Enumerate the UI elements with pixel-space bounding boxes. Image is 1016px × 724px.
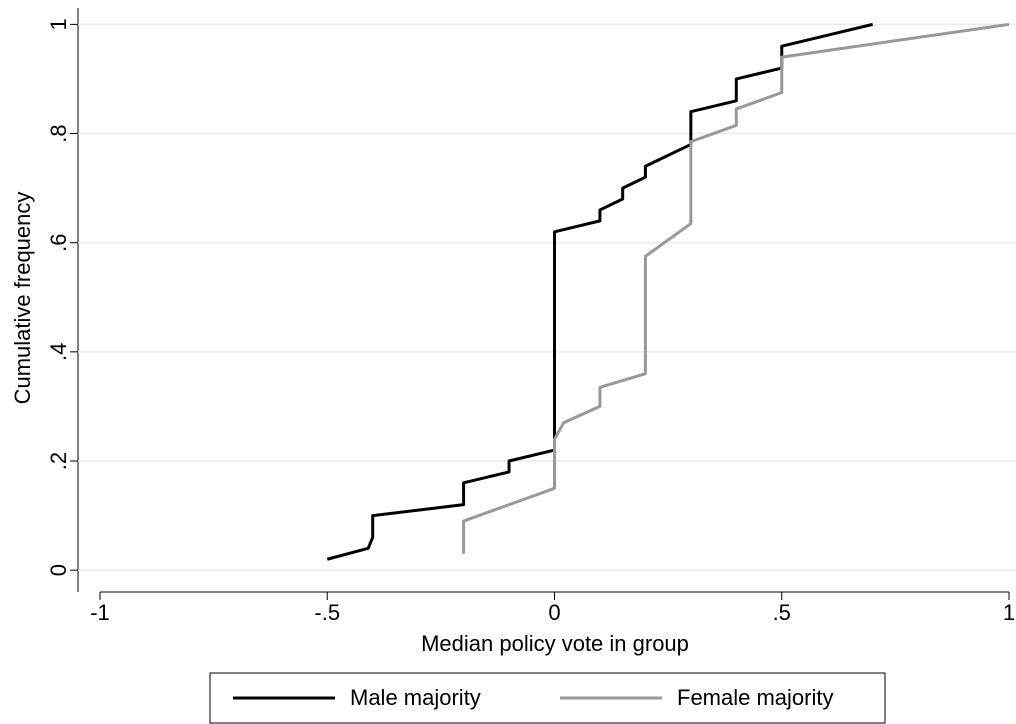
y-tick-label: 0 [46,564,71,576]
legend-label: Male majority [350,685,481,710]
y-tick-label: .6 [46,234,71,252]
x-axis-label: Median policy vote in group [421,631,689,656]
y-tick-label: 1 [46,18,71,30]
x-tick-label: 1 [1003,600,1015,625]
x-tick-label: -1 [90,600,110,625]
y-axis-label: Cumulative frequency [10,192,35,405]
x-tick-label: 0 [548,600,560,625]
legend-label: Female majority [677,685,833,710]
series-line [326,22,874,561]
y-tick-label: .2 [46,452,71,470]
x-tick-label: .5 [773,600,791,625]
series-line [462,22,1010,554]
y-tick-label: .8 [46,124,71,142]
y-tick-label: .4 [46,343,71,361]
x-tick-label: -.5 [314,600,340,625]
